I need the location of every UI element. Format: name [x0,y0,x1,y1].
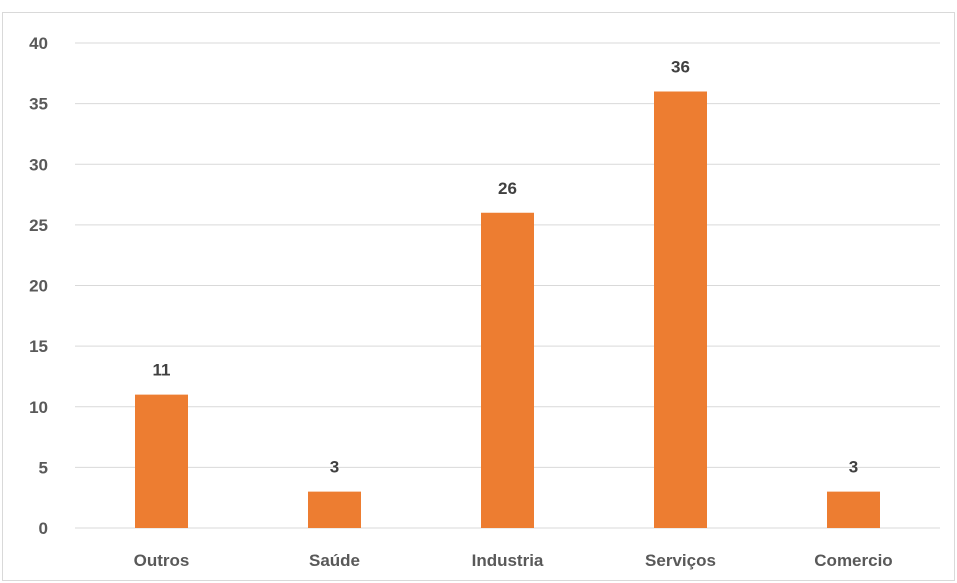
y-tick-label: 35 [29,95,48,114]
x-category-label: Saúde [309,551,360,570]
bars [135,91,880,528]
data-label: 26 [498,179,517,198]
x-category-label: Industria [472,551,544,570]
data-label: 3 [330,458,339,477]
y-tick-label: 25 [29,216,48,235]
data-label: 3 [849,458,858,477]
x-category-label: Comercio [814,551,892,570]
y-tick-label: 30 [29,155,48,174]
x-category-label: Outros [134,551,190,570]
y-tick-label: 5 [39,458,48,477]
data-label: 36 [671,58,690,77]
y-tick-label: 10 [29,398,48,417]
x-axis-category-labels: Outros Saúde Industria Serviços Comercio [134,551,893,570]
x-category-label: Serviços [645,551,716,570]
y-tick-label: 0 [39,519,48,538]
y-tick-label: 40 [29,34,48,53]
bar-industria [481,212,534,528]
bar-saúde [308,491,361,528]
bar-outros [135,394,188,528]
bar-serviços [654,91,707,528]
data-labels: 11 3 26 36 3 [153,58,859,477]
y-tick-label: 15 [29,337,48,356]
bar-comercio [827,491,880,528]
y-axis-tick-labels: 0 5 10 15 20 25 30 35 40 [29,34,48,538]
data-label: 11 [153,361,171,380]
y-tick-label: 20 [29,277,48,296]
